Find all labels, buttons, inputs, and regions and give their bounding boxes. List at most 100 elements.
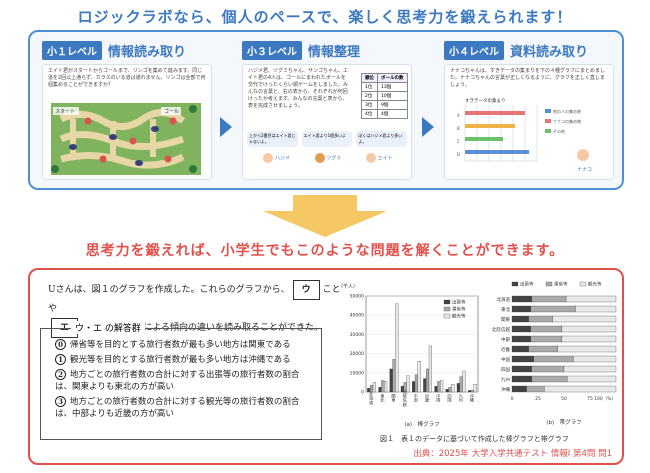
bar-出張等 <box>468 390 472 393</box>
next-arrow-icon <box>220 117 232 137</box>
bar-帰省等 <box>437 381 441 393</box>
character-hajime: ハジメ <box>263 153 290 163</box>
band-出張等 <box>511 355 534 363</box>
level-preview: ハジメ君、ツグミちゃん、サンゴちゃん、エイト君の4人は、ゴールにまわれたボールを… <box>242 64 412 180</box>
legend-label: 帰省等 <box>554 281 568 288</box>
y-tick-label: 関東 <box>501 316 510 323</box>
band-観光等 <box>563 365 617 373</box>
bar-帰省等 <box>426 368 430 393</box>
start-label: スタート <box>55 108 75 115</box>
level-card-3: 小４レベル 資料読み取り ナナコちゃんは、すきデータの集まりを下の４種グラフにま… <box>444 40 614 180</box>
svg-text:B: B <box>457 126 460 131</box>
bar-帰省等 <box>470 389 474 393</box>
band-観光等 <box>552 315 617 323</box>
svg-text:ナナコの集め物: ナナコの集め物 <box>553 118 581 124</box>
band-出張等 <box>511 295 532 303</box>
legend-label: 帰省等 <box>452 306 466 313</box>
source-note: 出典：2025年 大学入学共通テスト 情報Ⅰ 第4問 問1 <box>413 449 612 459</box>
level-card-2: 小３レベル 情報整理 ハジメ君、ツグミちゃん、サンゴちゃん、エイト君の4人は、ゴ… <box>242 40 412 180</box>
bar-出張等 <box>456 383 460 393</box>
legend-swatch <box>511 281 519 287</box>
level-badge: 小３レベル <box>242 40 302 60</box>
bar-観光等 <box>417 361 421 393</box>
y-tick-label: 0 <box>361 390 364 396</box>
band-観光等 <box>566 375 617 383</box>
y-tick-label: 四国 <box>501 367 510 373</box>
bar-出張等 <box>378 387 382 393</box>
bar-帰省等 <box>392 359 396 393</box>
option-0[interactable]: 0 帰省等を目的とする旅行者数が最も多い地方は関東である <box>53 339 315 351</box>
bar-chart: （千人） 50000 40000 30000 20000 10000 0 北海道 東北 関東 北陸信… <box>338 283 479 428</box>
level-text: ハジメ君、ツグミちゃん、サンゴちゃん、エイト君の4人は、ゴールにまわれたボールを… <box>248 68 349 109</box>
x-tick-label: 100（%） <box>594 396 616 402</box>
band-観光等 <box>557 345 617 353</box>
level-card-1: 小１レベル 情報読み取り エイト君がスタートからゴールまで、リンゴを集めて進みま… <box>42 40 212 180</box>
svg-text:すきデータの集まり: すきデータの集まり <box>465 97 506 104</box>
bar-観光等 <box>384 381 388 393</box>
legend-label: 観光等 <box>452 313 466 320</box>
band-出張等 <box>511 375 532 383</box>
band-観光等 <box>565 295 617 303</box>
legend-label: 観光等 <box>588 281 602 288</box>
y-tick-label: 近畿 <box>501 346 510 353</box>
characters: ハジメ ツグミ エイト <box>251 153 405 163</box>
y-tick-label: 九州 <box>501 376 510 383</box>
x-tick-label: 北陸信越 <box>402 388 408 408</box>
x-tick-label: 東北 <box>379 392 385 403</box>
band-帰省等 <box>530 325 563 333</box>
option-2[interactable]: 2 地方ごとの旅行者数の合計に対する出張等の旅行者数の割合は、関東よりも東北の方が… <box>55 369 300 392</box>
bar-出張等 <box>445 388 449 393</box>
y-tick-label: 北海道 <box>497 296 511 303</box>
answer-group: ウ・エ の解答群 0 帰省等を目的とする旅行者数が最も多い地方は関東である 1 観光… <box>40 321 322 440</box>
bar-帰省等 <box>459 376 463 393</box>
figure-caption: 図１ 表１のデータに基づいて作成した棒グラフと帯グラフ <box>380 435 569 443</box>
bar-出張等 <box>434 386 438 393</box>
x-tick-label: 中国 <box>436 392 441 403</box>
level-title: 情報整理 <box>308 44 361 60</box>
x-tick-label: 50 <box>561 396 567 402</box>
bar-出張等 <box>423 378 427 393</box>
band-出張等 <box>511 335 531 343</box>
option-3[interactable]: 3 地方ごとの旅行者数の合計に対する観光等の旅行者数の割合は、中部よりも近畿の方が… <box>55 396 300 419</box>
band-帰省等 <box>526 385 545 393</box>
y-tick-label: 北陸信越 <box>492 326 510 333</box>
legend-label: 出張等 <box>452 299 466 306</box>
option-1[interactable]: 1 観光等を目的とする旅行者数が最も多い地方は沖縄である <box>53 354 315 366</box>
y-tick-label: 東北 <box>501 306 510 313</box>
legend-swatch <box>443 313 451 319</box>
band-帰省等 <box>530 335 563 343</box>
y-tick-label: 20000 <box>350 351 364 357</box>
y-tick-label: 中部 <box>501 336 510 343</box>
y-tick-label: 30000 <box>350 332 364 338</box>
level-preview: エイト君がスタートからゴールまで、リンゴを集めて進みます。同じ道を2回以上通らず… <box>42 64 212 180</box>
legend-swatch <box>579 281 587 287</box>
chart-caption: (b) 帯グラフ <box>546 418 581 426</box>
level-preview: ナナコちゃんは、すきデータの集まりを下の４種グラフにまとめました。ナナコちゃんの… <box>444 64 614 180</box>
exam-panel: Uさんは、図１のグラフを作成した。これらのグラフから、ウことや エことなど、地方… <box>28 268 624 465</box>
bar-観光等 <box>462 370 466 393</box>
bar-帰省等 <box>414 374 418 393</box>
next-arrow-icon <box>422 117 434 137</box>
band-観光等 <box>544 385 617 393</box>
band-観光等 <box>575 305 617 313</box>
bar-観光等 <box>406 375 410 393</box>
level-text: ナナコちゃんは、すきデータの集まりを下の４種グラフにまとめました。ナナコちゃんの… <box>450 68 606 88</box>
score-table: 順位 ボールの数 1位 13個 2位 10個 3位 9個 4位 4個 <box>361 73 408 119</box>
y-tick-label: 沖縄 <box>501 386 510 393</box>
mid-headline: 思考力を鍛えれば、小学生でもこのような問題を解くことができます。 <box>85 243 565 259</box>
svg-text:A: A <box>457 113 460 118</box>
speech-bubbles: 上から2番目はエイト君じゃないよ。 エイト君より1個多いよ ぼくはハジメ君より多… <box>247 131 408 147</box>
band-観光等 <box>561 325 617 333</box>
level-badge: 小１レベル <box>42 40 102 60</box>
x-tick-label: 75 <box>587 396 593 402</box>
bar-観光等 <box>372 382 376 393</box>
band-出張等 <box>511 315 529 323</box>
legend-swatch <box>443 306 451 312</box>
band-帰省等 <box>531 375 568 383</box>
svg-text:D: D <box>457 152 460 157</box>
band-出張等 <box>511 325 531 333</box>
y-tick-label: 中国 <box>501 356 510 363</box>
band-帰省等 <box>528 345 558 353</box>
svg-text:その他: その他 <box>553 128 565 134</box>
